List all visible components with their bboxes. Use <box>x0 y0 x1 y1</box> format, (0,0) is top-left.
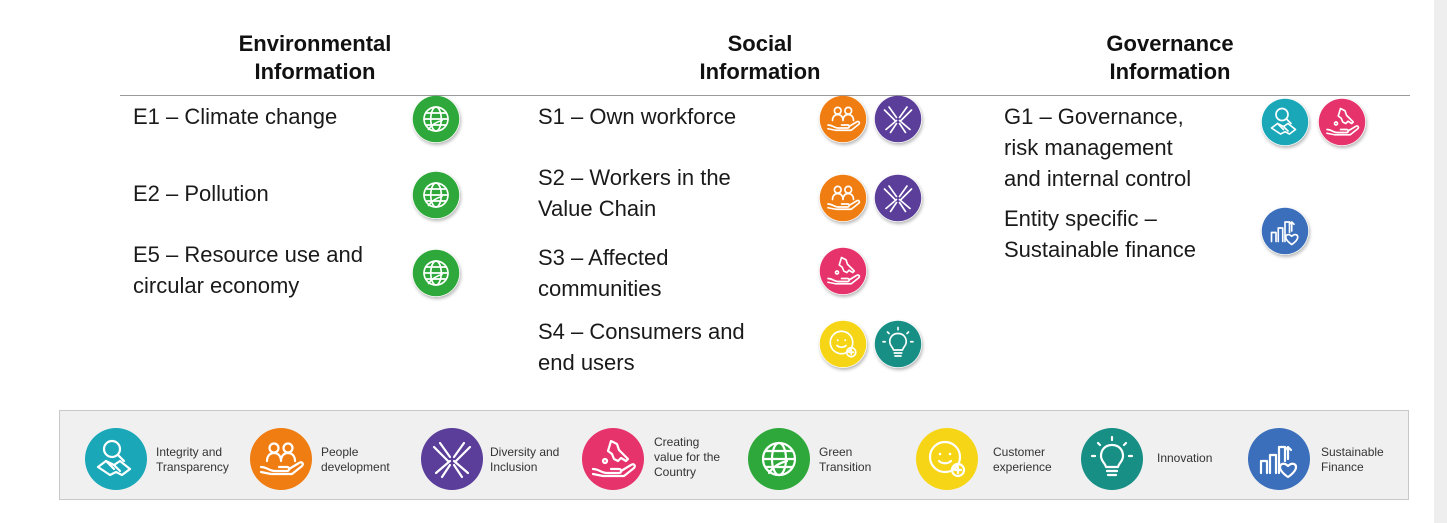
finance-icon <box>1261 207 1309 255</box>
smiley-icon <box>915 427 979 491</box>
governance-header: Governance Information <box>1060 30 1280 86</box>
topic-line: Value Chain <box>538 196 657 221</box>
right-edge-strip <box>1434 0 1447 523</box>
hands-icon <box>874 174 922 222</box>
legend-label-finance: Sustainable Finance <box>1321 445 1384 475</box>
hands-icon <box>420 427 484 491</box>
legend-label-green: Green Transition <box>819 445 871 475</box>
legend-line: Innovation <box>1157 451 1213 465</box>
topic-s3: S3 – Affected communities <box>538 242 668 304</box>
topic-g1: G1 – Governance, risk management and int… <box>1004 101 1191 194</box>
topic-line: S3 – Affected <box>538 245 669 270</box>
topic-line: S1 – Own workforce <box>538 104 737 129</box>
hands-icon <box>874 95 922 143</box>
legend-line: Sustainable <box>1321 445 1384 459</box>
legend-line: Transparency <box>156 460 229 474</box>
governance-header-line2: Information <box>1109 59 1231 84</box>
environmental-header-line2: Information <box>254 59 376 84</box>
people-icon <box>819 174 867 222</box>
legend-label-country: Creating value for the Country <box>654 435 720 480</box>
topic-e1: E1 – Climate change <box>133 101 337 132</box>
handshake-icon <box>1261 98 1309 146</box>
governance-header-line1: Governance <box>1106 31 1234 56</box>
legend-line: Creating <box>654 435 700 449</box>
legend-line: Finance <box>1321 460 1364 474</box>
header-divider <box>120 95 1410 96</box>
social-header-line2: Information <box>699 59 821 84</box>
topic-line: S4 – Consumers and <box>538 319 745 344</box>
legend-line: experience <box>993 460 1052 474</box>
globe-icon <box>412 249 460 297</box>
topic-line: circular economy <box>133 273 300 298</box>
topic-line: end users <box>538 350 635 375</box>
legend-line: Diversity and <box>490 445 560 459</box>
legend-panel: Integrity and Transparency People develo… <box>59 410 1409 500</box>
smiley-icon <box>819 320 867 368</box>
legend-label-innovation: Innovation <box>1157 451 1212 466</box>
italy-hand-icon <box>819 247 867 295</box>
topic-s2: S2 – Workers in the Value Chain <box>538 162 731 224</box>
social-header: Social Information <box>660 30 860 86</box>
lightbulb-icon <box>1080 427 1144 491</box>
legend-line: Transition <box>819 460 872 474</box>
topic-line: G1 – Governance, <box>1004 104 1184 129</box>
finance-icon <box>1247 427 1311 491</box>
topic-line: E5 – Resource use and <box>133 242 363 267</box>
globe-icon <box>412 171 460 219</box>
legend-line: development <box>321 460 390 474</box>
topic-line: Entity specific – <box>1004 206 1157 231</box>
topic-entity-specific: Entity specific – Sustainable finance <box>1004 203 1196 265</box>
legend-line: value for the <box>654 450 721 464</box>
lightbulb-icon <box>874 320 922 368</box>
topic-line: E1 – Climate change <box>133 104 338 129</box>
topic-line: communities <box>538 276 662 301</box>
environmental-header-line1: Environmental <box>238 31 392 56</box>
topic-line: Sustainable finance <box>1004 237 1197 262</box>
legend-line: Integrity and <box>156 445 223 459</box>
topic-s4: S4 – Consumers and end users <box>538 316 745 378</box>
legend-label-integrity: Integrity and Transparency <box>156 445 229 475</box>
handshake-icon <box>84 427 148 491</box>
topic-line: S2 – Workers in the <box>538 165 731 190</box>
people-icon <box>249 427 313 491</box>
legend-label-people: People development <box>321 445 390 475</box>
legend-line: Inclusion <box>490 460 538 474</box>
topic-e5: E5 – Resource use and circular economy <box>133 239 363 301</box>
legend-line: Customer <box>993 445 1046 459</box>
italy-hand-icon <box>1318 98 1366 146</box>
environmental-header: Environmental Information <box>190 30 440 86</box>
legend-line: Green <box>819 445 853 459</box>
globe-icon <box>412 95 460 143</box>
topic-e2: E2 – Pollution <box>133 178 269 209</box>
topic-s1: S1 – Own workforce <box>538 101 736 132</box>
people-icon <box>819 95 867 143</box>
legend-line: Country <box>654 465 697 479</box>
topic-line: and internal control <box>1004 166 1192 191</box>
legend-label-customer: Customer experience <box>993 445 1052 475</box>
globe-icon <box>747 427 811 491</box>
italy-hand-icon <box>581 427 645 491</box>
social-header-line1: Social <box>727 31 793 56</box>
legend-label-diversity: Diversity and Inclusion <box>490 445 559 475</box>
topic-line: E2 – Pollution <box>133 181 269 206</box>
legend-line: People <box>321 445 359 459</box>
topic-line: risk management <box>1004 135 1173 160</box>
